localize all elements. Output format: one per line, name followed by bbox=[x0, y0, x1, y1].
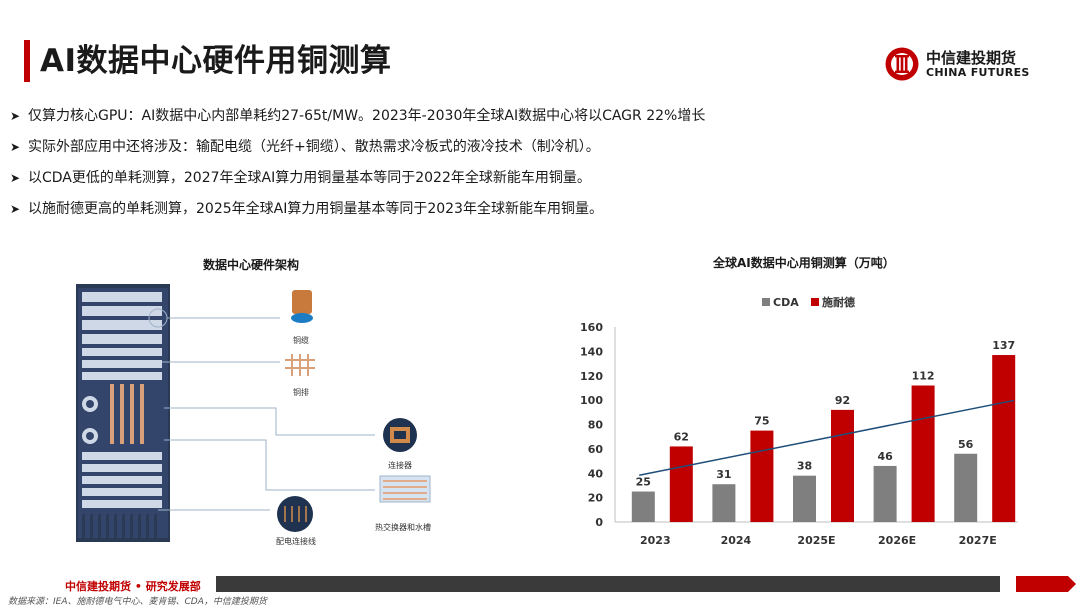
data-label: 112 bbox=[912, 370, 935, 383]
footer-bar bbox=[0, 576, 1000, 592]
data-label: 25 bbox=[636, 476, 651, 489]
x-tick-label: 2024 bbox=[721, 534, 752, 547]
legend-label: 施耐德 bbox=[822, 295, 855, 309]
y-tick-label: 80 bbox=[588, 419, 604, 432]
chart-title: 全球AI数据中心用铜测算（万吨） bbox=[713, 256, 895, 270]
arrow-bullet-icon: ➤ bbox=[10, 202, 21, 216]
x-tick-label: 2027E bbox=[959, 534, 997, 547]
y-tick-label: 100 bbox=[580, 394, 603, 407]
copper-cable-icon bbox=[291, 290, 313, 323]
data-label: 75 bbox=[754, 415, 769, 428]
component-label: 热交换器和水槽 bbox=[375, 523, 431, 532]
arrow-bullet-icon: ➤ bbox=[10, 109, 21, 123]
bar-cda bbox=[712, 484, 736, 522]
logo-text-en: CHINA FUTURES bbox=[926, 66, 1030, 79]
bar-cda bbox=[793, 475, 816, 522]
footer-tab-icon bbox=[1016, 576, 1076, 592]
footer-org: 中信建投期货 • 研究发展部 bbox=[65, 580, 201, 593]
x-tick-label: 2023 bbox=[640, 534, 671, 547]
copper-demand-chart: 0 20 40 60 80 100 120 140 160 CDA 施耐德 2023 25 62 2024 3… bbox=[560, 290, 1030, 555]
data-label: 46 bbox=[877, 450, 893, 463]
power-wiring-icon bbox=[277, 496, 313, 532]
data-label: 31 bbox=[716, 468, 731, 481]
x-tick-label: 2026E bbox=[878, 534, 916, 547]
trendline bbox=[639, 399, 1015, 476]
bar-chart: 0 20 40 60 80 100 120 140 160 CDA 施耐德 2023 25 62 2024 3… bbox=[580, 295, 1018, 547]
diagram-title: 数据中心硬件架构 bbox=[203, 258, 300, 272]
bar-schneider bbox=[992, 355, 1016, 522]
y-tick-label: 160 bbox=[580, 321, 603, 334]
legend-label: CDA bbox=[773, 296, 799, 309]
connector-icon bbox=[383, 418, 417, 452]
y-tick-label: 140 bbox=[580, 345, 603, 358]
data-label: 137 bbox=[992, 339, 1015, 352]
bar-cda bbox=[631, 491, 655, 522]
bullet-list: ➤ 仅算力核心GPU：AI数据中心内部单耗约27-65t/MW。2023年-203… bbox=[10, 104, 1060, 228]
page-title: AI数据中心硬件用铜测算 bbox=[40, 43, 392, 79]
bullet-item: ➤ 以CDA更低的单耗测算，2027年全球AI算力用铜量基本等同于2022年全球新… bbox=[10, 166, 1060, 197]
datacenter-diagram: 铜缆 铜排 连接器 热交换器和水槽 配电连接线 bbox=[70, 280, 490, 555]
busbar-icon bbox=[285, 354, 315, 376]
data-label: 62 bbox=[674, 430, 689, 443]
y-tick-label: 20 bbox=[588, 492, 604, 505]
arrow-bullet-icon: ➤ bbox=[10, 140, 21, 154]
footer-org-band bbox=[0, 576, 216, 592]
x-tick-label: 2025E bbox=[797, 534, 835, 547]
bar-schneider bbox=[831, 409, 854, 522]
y-tick-label: 120 bbox=[580, 370, 603, 383]
bar-schneider bbox=[669, 446, 693, 522]
arrow-bullet-icon: ➤ bbox=[10, 171, 21, 185]
component-label: 连接器 bbox=[388, 461, 412, 470]
data-label: 38 bbox=[797, 460, 812, 473]
y-tick-label: 40 bbox=[588, 467, 604, 480]
bar-cda bbox=[873, 465, 897, 522]
y-tick-label: 0 bbox=[595, 516, 603, 529]
title-accent-bar bbox=[24, 40, 30, 82]
component-label: 铜缆 bbox=[293, 336, 309, 345]
component-label: 配电连接线 bbox=[276, 537, 316, 546]
bar-cda bbox=[954, 453, 978, 522]
data-label: 92 bbox=[835, 394, 850, 407]
heat-exchanger-icon bbox=[379, 475, 431, 503]
server-rack-illustration bbox=[76, 284, 431, 542]
data-label: 56 bbox=[958, 438, 974, 451]
bullet-item: ➤ 仅算力核心GPU：AI数据中心内部单耗约27-65t/MW。2023年-203… bbox=[10, 104, 1060, 135]
y-tick-label: 60 bbox=[588, 443, 604, 456]
company-logo: 中信建投期货 CHINA FUTURES bbox=[884, 46, 1054, 82]
component-label: 铜排 bbox=[293, 388, 309, 397]
bullet-item: ➤ 实际外部应用中还将涉及：输配电缆（光纤+铜缆）、散热需求冷板式的液冷技术（制冷… bbox=[10, 135, 1060, 166]
bar-schneider bbox=[911, 385, 935, 522]
bullet-item: ➤ 以施耐德更高的单耗测算，2025年全球AI算力用铜量基本等同于2023年全球新… bbox=[10, 197, 1060, 228]
source-note: 数据来源：IEA、施耐德电气中心、麦肯锡、CDA，中信建投期货 bbox=[8, 597, 267, 607]
bar-schneider bbox=[750, 430, 774, 522]
logo-text-cn: 中信建投期货 bbox=[926, 49, 1017, 67]
legend-swatch bbox=[762, 298, 770, 306]
legend-swatch bbox=[811, 298, 819, 306]
citic-logo-icon bbox=[885, 47, 919, 81]
